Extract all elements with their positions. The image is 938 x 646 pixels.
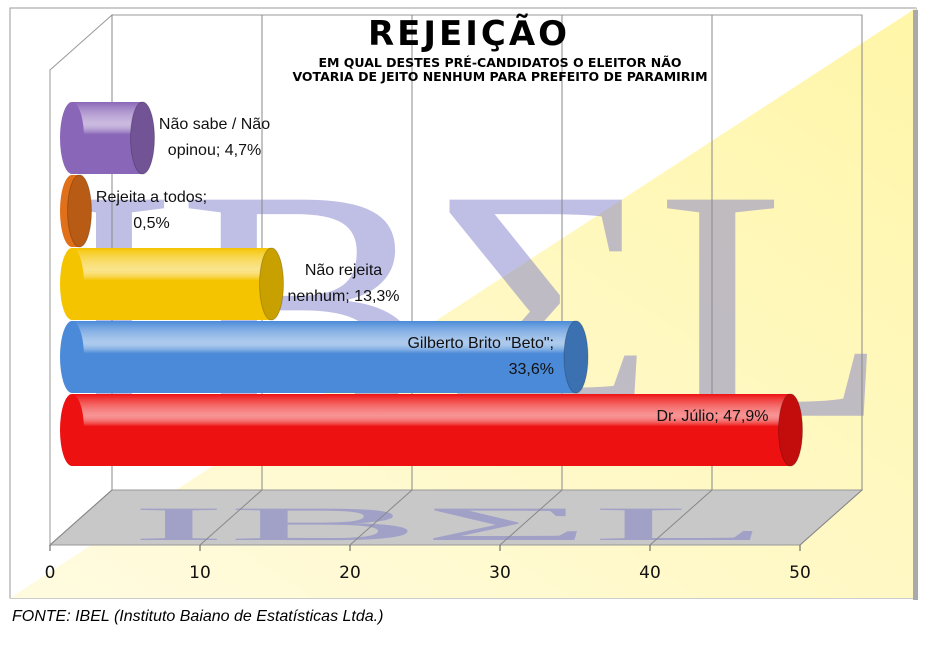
grid-line — [799, 15, 863, 546]
bar-start-cap — [60, 248, 84, 320]
bar-end-cap — [130, 101, 155, 175]
bar — [72, 321, 576, 393]
x-tick-label: 20 — [339, 563, 361, 583]
grid-line — [199, 15, 263, 546]
x-tick-label: 10 — [189, 563, 211, 583]
data-label: Rejeita a todos; 0,5% — [95, 189, 208, 232]
bar — [72, 248, 272, 320]
grid-line — [499, 15, 563, 546]
floor-watermark: IBΣL — [130, 498, 770, 551]
chart-subtitle: EM QUAL DESTES PRÉ-CANDIDATOS O ELEITOR … — [292, 55, 708, 84]
bar-end-shade — [564, 321, 588, 393]
chart-title: REJEIÇÃO — [367, 14, 571, 54]
data-label: Gilberto Brito "Beto"; 33,6% — [407, 335, 554, 378]
bar-end-cap — [563, 320, 589, 394]
bar-start-cap — [60, 394, 84, 466]
x-tick-label: 40 — [639, 563, 661, 583]
data-label: Dr. Júlio; 47,9% — [656, 408, 769, 425]
bar-end-shade — [67, 175, 92, 247]
bar-start-cap — [60, 102, 84, 174]
x-tick-label: 50 — [789, 563, 811, 583]
bar — [72, 394, 791, 466]
bar-end-shade — [259, 248, 284, 320]
bar-end-cap — [778, 393, 803, 467]
data-label: Não rejeita nenhum; 13,3% — [287, 262, 400, 305]
bar-end-cap — [259, 247, 284, 321]
grid-line — [349, 15, 413, 546]
data-label: Não sabe / Não opinou; 4,7% — [158, 116, 271, 159]
bar-start-cap — [60, 321, 84, 393]
x-tick-label: 0 — [45, 563, 56, 583]
source-note: FONTE: IBEL (Instituto Baiano de Estatís… — [12, 608, 384, 625]
bar-end-shade — [130, 102, 155, 174]
grid-line — [649, 15, 713, 546]
x-tick-label: 30 — [489, 563, 511, 583]
bar-end-cap — [67, 174, 92, 248]
bar-end-shade — [778, 394, 803, 466]
frame-shadow — [913, 10, 918, 600]
